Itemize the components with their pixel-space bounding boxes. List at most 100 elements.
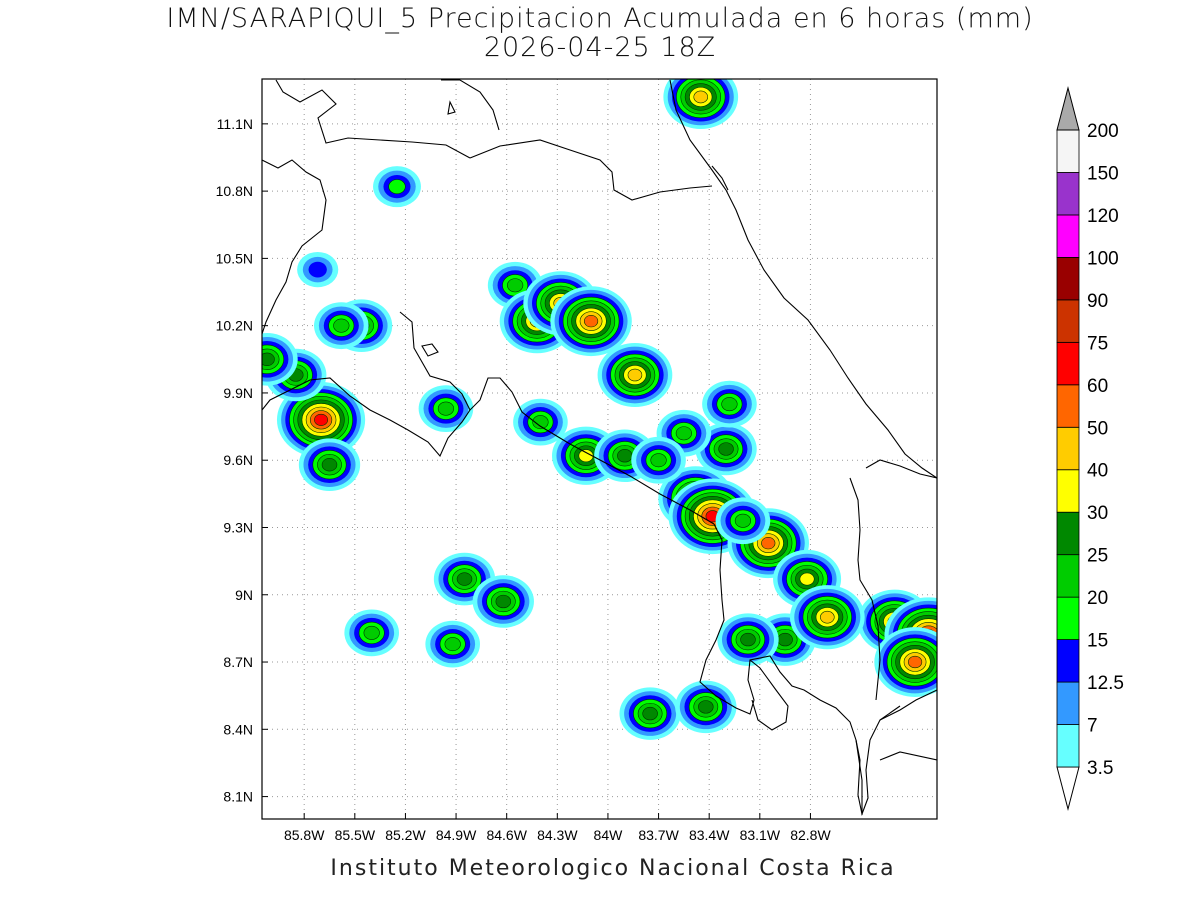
footer-credit: Instituto Meteorologico Nacional Costa R… [330, 856, 896, 881]
lon-tick-label: 85.5W [335, 827, 376, 843]
precip-cell [298, 438, 361, 491]
chira-island [421, 343, 439, 357]
precip-cell [262, 333, 298, 386]
colorbar-label: 20 [1087, 588, 1108, 609]
nicaragua-lake-shore [275, 79, 471, 159]
lat-tick-label: 9.9N [223, 385, 253, 401]
precip-contour [262, 352, 275, 366]
lat-tick-label: 9.3N [223, 519, 253, 535]
nicoya-peninsula-south [262, 377, 471, 458]
colorbar-swatch [1056, 256, 1080, 301]
colorbar-label: 3.5 [1087, 758, 1113, 779]
precip-contour [321, 458, 338, 472]
lat-tick-label: 9N [235, 587, 253, 603]
nicaragua-costa-rica-border [469, 139, 713, 201]
precip-cell [619, 687, 681, 740]
precip-contour [532, 415, 549, 430]
precip-contour [495, 594, 512, 609]
precip-cell [773, 549, 842, 609]
precip-contour [456, 572, 473, 586]
colorbar-label: 50 [1087, 418, 1108, 439]
lon-tick-label: 84.6W [486, 827, 527, 843]
lon-tick-label: 83.7W [638, 827, 679, 843]
precip-contour [820, 610, 835, 624]
lat-tick-label: 9.6N [223, 452, 253, 468]
colorbar-swatch [1056, 511, 1080, 556]
colorbar-swatch [1056, 299, 1080, 343]
precip-contour [308, 261, 327, 278]
lat-tick-label: 8.1N [223, 789, 253, 805]
precip-contour [650, 453, 667, 468]
burica-peninsula [855, 705, 901, 816]
colorbar-swatch [1056, 681, 1080, 725]
osa-peninsula [749, 659, 789, 731]
lat-tick-label: 10.2N [216, 318, 253, 334]
colorbar-swatch [1056, 341, 1080, 386]
precip-contour [333, 318, 350, 333]
precip-cell [663, 79, 739, 129]
chart-subtitle-date: 2026-04-25 18Z [483, 32, 717, 63]
precip-contour [627, 368, 643, 382]
colorbar-swatch [1056, 129, 1080, 173]
colorbar-label: 12.5 [1087, 673, 1124, 694]
lat-tick-label: 11.1N [217, 116, 253, 132]
precip-contour [388, 179, 406, 195]
precip-contour [675, 426, 692, 441]
colorbar-upper-arrow [1056, 86, 1080, 131]
precip-contour [907, 655, 923, 669]
colorbar-label: 200 [1087, 121, 1119, 142]
lon-tick-label: 85.2W [385, 827, 426, 843]
panama-coast [865, 459, 937, 479]
precip-cell [425, 620, 480, 668]
precip-contour [693, 90, 709, 104]
colorbar-swatch [1056, 724, 1080, 768]
precip-contour [740, 632, 756, 647]
precip-contour [617, 449, 633, 463]
precip-contour [363, 625, 380, 640]
colorbar-lower-arrow [1056, 766, 1080, 811]
lat-tick-label: 10.8N [216, 183, 253, 199]
precip-contour [761, 537, 776, 550]
precip-cell [675, 680, 737, 734]
precip-cell [344, 609, 399, 657]
lon-tick-label: 84W [594, 827, 624, 843]
colorbar-label: 60 [1087, 376, 1108, 397]
longitude-tick-labels: 85.8W 85.5W 85.2W 84.9W 84.6W 84.3W 84W 83.7W 83… [284, 827, 831, 843]
pacific-coast-south [699, 523, 863, 815]
precip-cell [874, 627, 937, 697]
precip-cell [513, 398, 568, 446]
colorbar-swatch [1056, 172, 1080, 216]
colorbar-swatch [1056, 426, 1080, 471]
colorbar-swatch [1056, 596, 1080, 641]
colorbar-label: 100 [1087, 248, 1119, 269]
colorbar-swatch [1056, 469, 1080, 513]
colorbar-label: 150 [1087, 163, 1119, 184]
san-juan-mouth [711, 165, 729, 191]
precip-contour [507, 278, 524, 293]
colorbar-swatch [1056, 384, 1080, 428]
precip-cell [715, 497, 771, 545]
precip-contour [718, 442, 734, 456]
precip-cell [373, 166, 421, 208]
panama-south-coast [879, 751, 937, 761]
precip-contour [734, 513, 752, 528]
island [447, 100, 456, 115]
gulf-of-nicoya [399, 311, 715, 525]
precip-cell [702, 380, 757, 428]
precip-contour [578, 449, 594, 463]
colorbar-label: 30 [1087, 503, 1108, 524]
caribbean-coast [669, 79, 937, 479]
lon-tick-label: 82.8W [790, 827, 831, 843]
colorbar-label: 40 [1087, 461, 1108, 482]
precipitation-field [262, 79, 937, 740]
colorbar-label: 90 [1087, 291, 1108, 312]
precip-contour [698, 700, 714, 714]
precip-cell [550, 286, 632, 357]
precip-cell [418, 385, 474, 433]
chart-title: IMN/SARAPIQUI_5 Precipitacion Acumulada … [166, 3, 1034, 34]
precip-contour [314, 413, 329, 426]
panama-border [849, 477, 881, 701]
precip-contour [444, 637, 461, 652]
lon-tick-label: 83.4W [689, 827, 730, 843]
